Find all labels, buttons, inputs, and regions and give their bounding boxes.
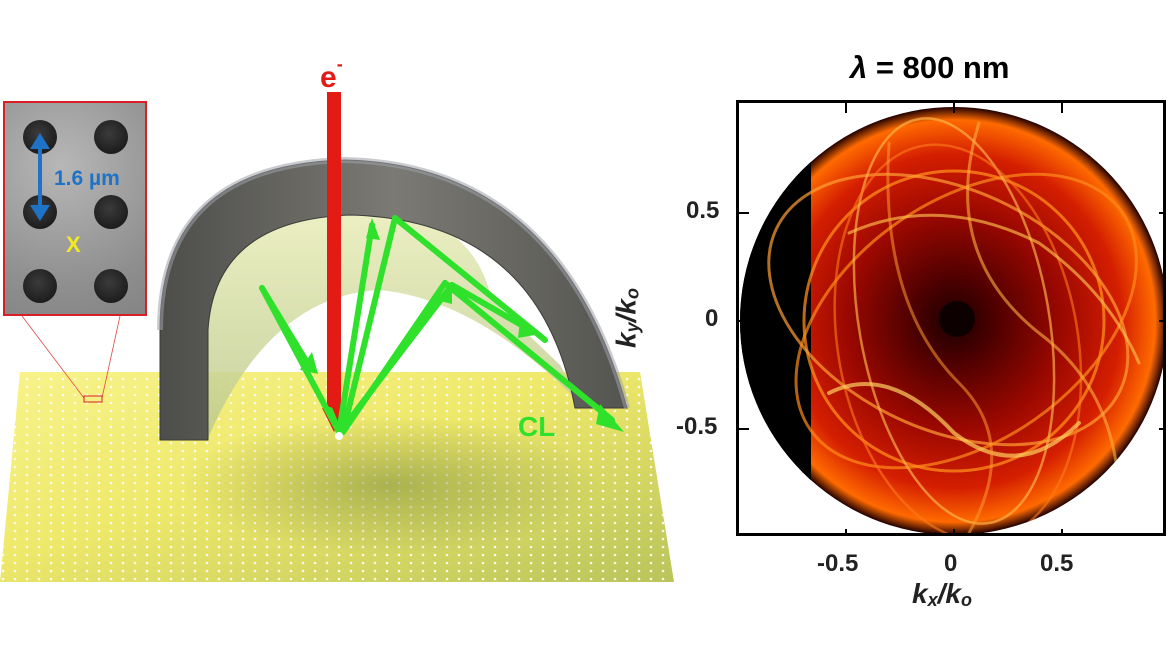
y-tick-label: -0.5 xyxy=(676,413,718,440)
electron-beam-label: e- xyxy=(320,54,343,94)
scale-arrow xyxy=(30,133,50,221)
x-tick-label: 0 xyxy=(944,550,958,577)
y-tick-label: 0.5 xyxy=(686,197,720,224)
y-axis-label-subscript: y xyxy=(622,322,643,333)
y-axis-label-k: k xyxy=(610,332,642,348)
emission-rays xyxy=(259,215,615,435)
schematic-panel: e- CL 1.6 µm X xyxy=(0,54,674,582)
y-axis-label-subscript-zero: o xyxy=(622,288,643,300)
scale-bar-label: 1.6 µm xyxy=(54,167,120,190)
plot-title-value: = 800 nm xyxy=(875,50,1010,85)
x-tick-label: 0.5 xyxy=(1040,550,1074,577)
inset-projection-line xyxy=(21,315,85,399)
x-axis-label-subscript: x xyxy=(927,590,938,610)
sem-hole xyxy=(94,269,128,303)
angular-distribution-plot xyxy=(736,100,1166,536)
sem-hole xyxy=(94,195,128,229)
y-axis-label: ky/ko xyxy=(610,288,644,348)
schematic-illustration xyxy=(0,92,674,582)
plot-title: λ = 800 nm xyxy=(850,52,1070,83)
y-axis-label-k0: k xyxy=(610,299,642,315)
x-axis-label-subscript-zero: o xyxy=(960,590,972,610)
plot-canvas xyxy=(739,103,1163,533)
heatmap-center-dark xyxy=(939,301,975,337)
electron-beam xyxy=(327,92,341,412)
x-axis-label-slash: / xyxy=(937,578,946,609)
electron-charge-superscript: - xyxy=(336,54,343,74)
x-axis-label-k: k xyxy=(912,578,928,609)
emission-arrowheads xyxy=(300,218,624,432)
center-position-mark: X xyxy=(66,232,81,257)
sem-inset: 1.6 µm X xyxy=(3,101,147,316)
x-tick-label: -0.5 xyxy=(817,550,859,577)
y-tick-label: 0 xyxy=(705,305,719,332)
x-axis-label-k0: k xyxy=(945,578,961,609)
plot-title-lambda: λ xyxy=(850,50,868,85)
beam-impact-point xyxy=(335,432,343,440)
plot-ticks xyxy=(739,103,1163,533)
mirror-rim-top xyxy=(157,156,630,409)
mirror-inner-surface xyxy=(208,205,585,438)
inset-region-marker xyxy=(83,395,103,403)
electron-beam-symbol: e xyxy=(320,61,337,94)
inset-projection-line xyxy=(101,315,121,399)
x-axis-label: kx/ko xyxy=(912,580,972,611)
cathodoluminescence-label: CL xyxy=(518,411,556,442)
heatmap-fringes xyxy=(767,117,1141,533)
mirror-shadow xyxy=(180,415,600,555)
sem-hole xyxy=(23,269,57,303)
sem-hole xyxy=(94,120,128,154)
heatmap-blocked-region xyxy=(740,107,811,533)
